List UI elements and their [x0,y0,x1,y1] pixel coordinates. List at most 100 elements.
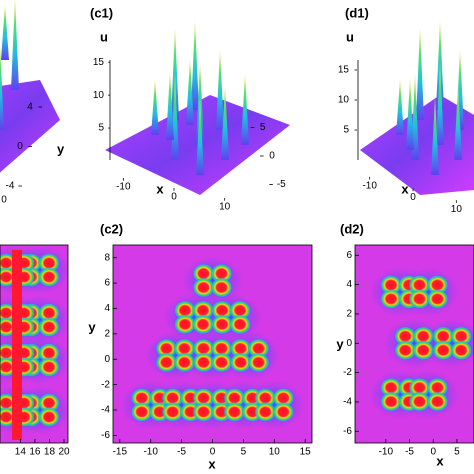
z-tick-label: 10 [93,90,105,101]
z-tick-label: 5 [343,125,349,136]
density-lobe [192,401,215,422]
y-tick-label: -4 [6,181,15,192]
density-lobe [272,401,295,422]
density-lobe [223,401,246,422]
y-tick-label: 0 [17,141,23,152]
z-axis-label: u [346,29,354,44]
x-tick-label: 0 [410,192,416,203]
x-tick-label: 15 [300,447,312,458]
density-lobe [412,340,435,361]
surface-peak [1,5,9,60]
density-lobe [412,326,435,347]
density-lobe [211,314,234,335]
y-tick-label: 2 [104,328,110,339]
z-tick-label: 15 [338,65,350,76]
density-lobe [38,303,60,323]
surface-peak [151,80,159,135]
x-tick-label: -10 [143,447,158,458]
y-tick-label: -2 [101,379,110,390]
density-lobe [432,326,455,347]
surface-peak [0,44,4,130]
density-lobe [210,338,233,359]
density-lobe [38,357,60,377]
z-tick-label: 15 [93,57,105,68]
density-lobe [210,352,233,373]
panel [0,0,60,173]
density-lobe [380,391,403,412]
x-tick-label: 10 [219,202,231,213]
panel: 14 16 18 20 [0,244,70,458]
panel [357,21,474,195]
surface-peak [191,21,199,110]
x-axis-label: x [436,453,444,468]
density-lobe [191,314,214,335]
surface-peak [436,62,444,145]
x-tick-label: 14 [15,447,27,458]
panel-label: (c1) [90,5,113,20]
density-lobe [380,288,403,309]
x-tick-label: 18 [44,447,56,458]
density-lobe [223,387,246,408]
plot-frame [354,244,474,444]
density-area [0,245,68,443]
density-lobe [408,274,431,295]
density-lobe [229,352,252,373]
plot-frame [0,244,69,444]
density-lobe [450,340,473,361]
density-lobe [394,340,417,361]
density-lobe [408,391,431,412]
surface-peak [241,74,249,145]
x-axis-label: x [156,181,164,196]
y-tick-label: 5 [260,122,266,133]
surface-peak [431,98,439,175]
y-tick-label: 4 [346,279,352,290]
surface-peak [186,60,194,125]
density-lobe [161,387,184,408]
x-tick-label: 10 [451,204,463,215]
y-tick-label: -4 [101,405,110,416]
density-ridge [12,250,22,440]
density-lobe [432,340,455,361]
x-tick-label: -15 [113,447,128,458]
surface-plane [0,80,60,173]
density-lobe [426,288,449,309]
x-axis-label: x [401,181,409,196]
density-lobe [272,387,295,408]
density-lobe [254,387,277,408]
x-tick-label: 0 [210,447,216,458]
z-tick-label: 10 [338,95,350,106]
y-tick-label: 6 [104,278,110,289]
density-lobe [38,343,60,363]
panel-label: (d1) [345,5,369,20]
density-lobe [394,326,417,347]
x-tick-label: -10 [362,180,377,191]
y-tick-label: -5 [277,179,286,190]
density-lobe [192,263,215,284]
density-lobe [38,267,60,287]
surface-peak [11,0,19,90]
density-lobe [408,288,431,309]
x-tick-label: 20 [58,447,70,458]
x-tick-label: -5 [405,447,414,458]
x-tick-label: 0 [1,195,7,206]
y-tick-label: 8 [104,252,110,263]
y-tick-label: -4 [343,397,352,408]
density-lobe [130,401,153,422]
y-axis-label: y [57,141,65,156]
density-lobe [229,300,252,321]
surface-peak [396,80,404,135]
density-lobe [247,338,270,359]
panel: -15 -10 -5 0 5 10 15 8 6 4 2 0 -2 -4 -6 [101,244,313,458]
y-tick-label: 4 [104,303,110,314]
x-tick-label: 16 [29,447,41,458]
y-tick-label: 0 [104,354,110,365]
density-lobe [254,401,277,422]
density-lobe [192,277,215,298]
y-tick-label: 0 [346,338,352,349]
density-area [355,245,474,443]
x-tick-label: 5 [454,447,460,458]
density-lobe [247,352,270,373]
surface-peak [196,98,204,175]
